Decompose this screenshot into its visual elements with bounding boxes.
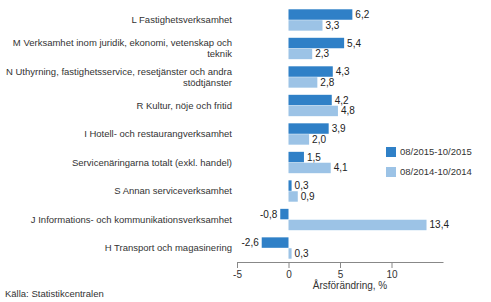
category-label: I Hotell- och restaurangverksamhet bbox=[84, 128, 232, 139]
bar bbox=[289, 180, 292, 190]
data-label: -0,8 bbox=[260, 209, 278, 220]
tick-label: 0 bbox=[286, 269, 292, 280]
category-label: H Transport och magasinering bbox=[105, 242, 232, 253]
bar bbox=[289, 134, 310, 144]
bar bbox=[289, 191, 298, 201]
bar bbox=[289, 248, 292, 258]
data-label: 6,2 bbox=[355, 9, 369, 20]
bar bbox=[289, 9, 353, 19]
legend-swatch bbox=[386, 147, 396, 157]
tick-label: -5 bbox=[233, 269, 242, 280]
data-label: 3,9 bbox=[332, 123, 346, 134]
legend-label: 08/2015-10/2015 bbox=[400, 146, 472, 157]
bar bbox=[289, 152, 304, 162]
bar bbox=[289, 38, 345, 48]
data-label: 1,5 bbox=[307, 152, 321, 163]
data-label: 3,3 bbox=[325, 20, 339, 31]
tick: 5 bbox=[338, 262, 344, 280]
data-label: 0,9 bbox=[301, 191, 315, 202]
bar bbox=[262, 237, 289, 247]
data-label: 2,0 bbox=[312, 134, 326, 145]
tick: 10 bbox=[386, 262, 398, 280]
legend-swatch bbox=[386, 167, 396, 177]
data-label: 2,3 bbox=[315, 48, 329, 59]
data-label: 13,4 bbox=[430, 219, 450, 230]
category-label: R Kultur, nöje och fritid bbox=[136, 100, 232, 111]
data-label: 2,8 bbox=[320, 77, 334, 88]
bar bbox=[280, 209, 288, 219]
category-label: J Informations- och kommunikationsverksa… bbox=[31, 214, 233, 225]
tick-mark bbox=[340, 262, 341, 268]
bars bbox=[262, 9, 427, 258]
bar bbox=[289, 49, 313, 59]
data-label: 4,8 bbox=[341, 105, 355, 116]
data-label: 5,4 bbox=[347, 38, 361, 49]
category-label: Servicenäringarna totalt (exkl. handel) bbox=[72, 157, 232, 168]
tick: 0 bbox=[286, 262, 292, 280]
bar bbox=[289, 106, 338, 116]
data-label: 0,3 bbox=[295, 248, 309, 259]
bar bbox=[289, 66, 333, 76]
legend-label: 08/2014-10/2014 bbox=[400, 166, 472, 177]
data-label: 4,2 bbox=[335, 95, 349, 106]
tick-mark bbox=[289, 262, 290, 268]
tick-label: 5 bbox=[338, 269, 344, 280]
data-label: 4,1 bbox=[334, 162, 348, 173]
legend: 08/2015-10/2015 08/2014-10/2014 bbox=[386, 146, 472, 177]
category-label: N Uthyrning, fastighetsservice, resetjän… bbox=[6, 66, 233, 88]
source: Källa: Statistikcentralen bbox=[5, 288, 104, 299]
category-label: S Annan serviceverksamhet bbox=[114, 185, 232, 196]
axis-title: Årsförändring, % bbox=[313, 279, 388, 291]
x-axis: -5 0 5 10 bbox=[233, 262, 443, 280]
bar bbox=[289, 20, 323, 30]
data-labels: 6,2 5,4 4,3 4,2 3,9 1,5 0,3 -0,8 -2,6 3,3 2,3 2,8 4,… bbox=[241, 9, 449, 259]
tick-label: 10 bbox=[386, 269, 398, 280]
category-label: M Verksamhet inom juridik, ekonomi, vete… bbox=[13, 37, 232, 59]
data-label: 0,3 bbox=[295, 180, 309, 191]
bar bbox=[289, 163, 331, 173]
bar bbox=[289, 123, 329, 133]
category-label: L Fastighetsverksamhet bbox=[132, 14, 233, 25]
data-label: 4,3 bbox=[336, 66, 350, 77]
chart: 6,2 5,4 4,3 4,2 3,9 1,5 0,3 -0,8 -2,6 3,3 2,3 2,8 4,… bbox=[0, 0, 491, 302]
bar bbox=[289, 220, 427, 230]
tick-mark bbox=[237, 262, 238, 268]
bar bbox=[289, 95, 332, 105]
bar bbox=[289, 77, 318, 87]
category-labels: L Fastighetsverksamhet M Verksamhet inom … bbox=[6, 14, 233, 253]
tick-mark bbox=[392, 262, 393, 268]
data-label: -2,6 bbox=[241, 237, 259, 248]
tick: -5 bbox=[233, 262, 242, 280]
